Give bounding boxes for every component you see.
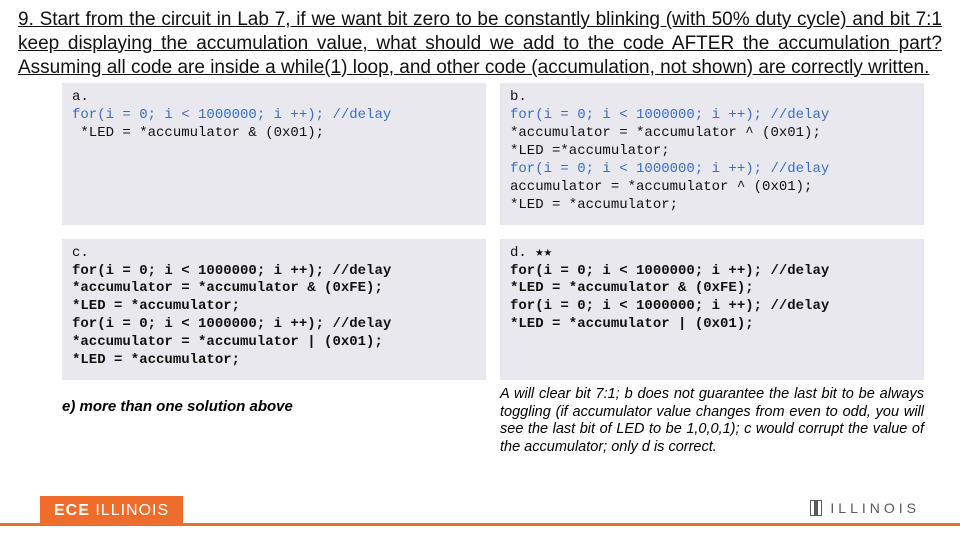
explanation-text: A will clear bit 7:1; b does not guarant… (500, 386, 924, 457)
option-c-label: c. (72, 245, 89, 261)
option-b: b. for(i = 0; i < 1000000; i ++); //dela… (500, 83, 924, 224)
question-text: 9. Start from the circuit in Lab 7, if w… (0, 0, 960, 79)
code-line: *accumulator = *accumulator | (0x01); (72, 334, 383, 350)
option-a-label: a. (72, 89, 89, 105)
slide: 9. Start from the circuit in Lab 7, if w… (0, 0, 960, 540)
code-line: *accumulator = *accumulator ^ (0x01); (510, 125, 821, 141)
code-line: *LED = *accumulator; (72, 352, 240, 368)
code-line: for(i = 0; i < 1000000; i ++); //delay (72, 107, 391, 123)
options-grid: a. for(i = 0; i < 1000000; i ++); //dela… (0, 79, 960, 380)
ece-illinois: ILLINOIS (95, 502, 169, 519)
code-line: for(i = 0; i < 1000000; i ++); //delay (72, 316, 391, 332)
option-c: c. for(i = 0; i < 1000000; i ++); //dela… (62, 239, 486, 380)
ece-label: ECE (54, 502, 95, 519)
code-line: for(i = 0; i < 1000000; i ++); //delay (510, 263, 829, 279)
option-a: a. for(i = 0; i < 1000000; i ++); //dela… (62, 83, 486, 224)
bottom-row: e) more than one solution above A will c… (0, 380, 960, 457)
option-d: d. ★★ for(i = 0; i < 1000000; i ++); //d… (500, 239, 924, 380)
code-line: for(i = 0; i < 1000000; i ++); //delay (510, 107, 829, 123)
option-e: e) more than one solution above (62, 386, 486, 457)
ece-badge: ECE ILLINOIS (40, 496, 183, 526)
block-i-icon (810, 500, 822, 516)
code-line: *LED = *accumulator & (0x01); (72, 125, 324, 141)
option-d-label: d. ★★ (510, 245, 552, 261)
code-line: *LED = *accumulator & (0xFE); (510, 280, 754, 296)
footer: ECE ILLINOIS ILLINOIS (0, 490, 960, 526)
university-name: ILLINOIS (830, 500, 920, 516)
code-line: for(i = 0; i < 1000000; i ++); //delay (72, 263, 391, 279)
code-line: accumulator = *accumulator ^ (0x01); (510, 179, 812, 195)
code-line: for(i = 0; i < 1000000; i ++); //delay (510, 298, 829, 314)
code-line: *accumulator = *accumulator & (0xFE); (72, 280, 383, 296)
code-line: *LED =*accumulator; (510, 143, 670, 159)
question-emph: AFTER (672, 33, 734, 54)
university-logo: ILLINOIS (810, 500, 920, 516)
code-line: *LED = *accumulator; (510, 197, 678, 213)
footer-bar (0, 523, 960, 526)
option-b-label: b. (510, 89, 527, 105)
code-line: *LED = *accumulator; (72, 298, 240, 314)
code-line: for(i = 0; i < 1000000; i ++); //delay (510, 161, 829, 177)
code-line: *LED = *accumulator | (0x01); (510, 316, 754, 332)
